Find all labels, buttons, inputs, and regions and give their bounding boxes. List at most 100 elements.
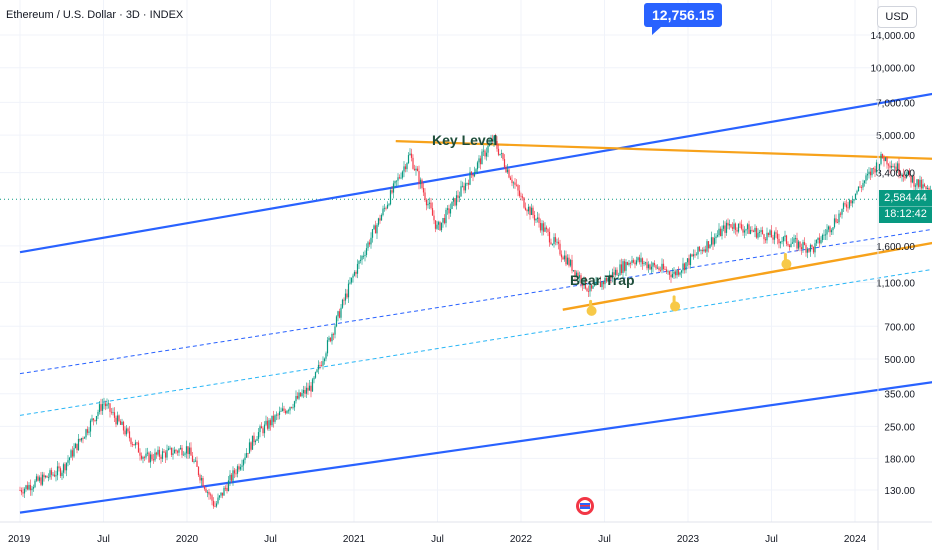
- candle-body: [754, 227, 756, 232]
- flag-icon[interactable]: [576, 497, 594, 515]
- candle-body: [506, 169, 509, 173]
- candle-body: [739, 223, 741, 225]
- candle-body: [562, 257, 564, 260]
- candle-body: [49, 470, 51, 478]
- candle-body: [107, 403, 110, 405]
- candle-body: [781, 241, 783, 243]
- candle-body: [622, 261, 624, 273]
- candle-body: [634, 262, 636, 265]
- candle-body: [869, 171, 872, 176]
- time-axis[interactable]: 2019Jul2020Jul2021Jul2022Jul2023Jul2024J…: [0, 521, 932, 545]
- candle-body: [724, 225, 726, 233]
- candle-body: [29, 484, 32, 491]
- candle-body: [782, 236, 785, 242]
- candle-body: [139, 452, 141, 456]
- candle-body: [844, 203, 846, 205]
- candle-body: [83, 437, 86, 439]
- candle-body: [620, 264, 623, 273]
- candle-body: [851, 200, 854, 204]
- y-tick-label: 250.00: [884, 422, 915, 433]
- candle-body: [556, 241, 558, 243]
- candle-body: [463, 185, 465, 191]
- candle-body: [454, 198, 456, 206]
- candle-body: [611, 272, 614, 279]
- candle-body: [200, 478, 203, 481]
- candle-body: [887, 164, 890, 166]
- candle-body: [896, 163, 899, 171]
- candle-body: [313, 377, 315, 380]
- candle-body: [161, 451, 164, 459]
- candle-body: [64, 464, 66, 471]
- candle-body: [308, 385, 311, 391]
- candle-body: [278, 411, 281, 416]
- lower-channel-line: [19, 381, 932, 514]
- candle-body: [494, 136, 497, 142]
- candle-body: [586, 288, 588, 291]
- candle-body: [563, 255, 566, 260]
- candle-body: [571, 259, 573, 271]
- candle-body: [722, 225, 725, 229]
- x-tick-label: Jul: [264, 534, 277, 545]
- candle-body: [857, 186, 860, 192]
- candle-body: [542, 223, 545, 232]
- candle-body: [769, 230, 771, 235]
- candle-body: [397, 177, 399, 181]
- candle-body: [878, 163, 881, 169]
- candle-body: [502, 153, 504, 160]
- candle-body: [488, 143, 491, 146]
- currency-button[interactable]: USD: [877, 6, 917, 28]
- candle-body: [446, 208, 449, 210]
- candle-body: [376, 224, 378, 234]
- candle-body: [560, 254, 563, 258]
- candle-body: [281, 408, 284, 411]
- candle-body: [551, 244, 554, 245]
- candle-body: [467, 183, 470, 185]
- candle-body: [626, 262, 629, 265]
- candle-body: [176, 451, 179, 453]
- chart-title: Ethereum / U.S. Dollar · 3D · INDEX: [6, 9, 184, 21]
- candle-body: [824, 234, 827, 236]
- candle-body: [757, 232, 759, 238]
- candle-body: [830, 230, 833, 233]
- upper-channel-line: [19, 92, 932, 254]
- candle-body: [188, 447, 191, 455]
- candle-body: [653, 263, 656, 266]
- candle-body: [664, 269, 666, 270]
- candle-body: [695, 254, 698, 256]
- candle-body: [758, 231, 761, 233]
- candle-body: [28, 484, 30, 490]
- candle-body: [875, 162, 878, 173]
- candle-body: [662, 263, 665, 270]
- candle-body: [919, 179, 921, 187]
- candle-body: [190, 447, 192, 456]
- candle-body: [385, 207, 387, 209]
- candle-body: [439, 222, 441, 231]
- candle-body: [706, 241, 708, 252]
- candle-body: [707, 241, 710, 249]
- candle-body: [665, 269, 668, 272]
- candle-body: [127, 428, 129, 432]
- candle-body: [400, 177, 402, 179]
- candle-body: [826, 229, 828, 235]
- candle-body: [913, 176, 915, 187]
- candle-body: [244, 457, 246, 460]
- candle-body: [388, 204, 390, 206]
- candle-body: [623, 261, 626, 271]
- candle-body: [137, 442, 140, 453]
- candle-body: [383, 207, 386, 209]
- price-axis[interactable]: 14,000.00 10,000.00 7,000.00 5,000.00 3,400.…: [871, 0, 916, 550]
- candle-body: [872, 168, 875, 169]
- target-price-callout: 12,756.15: [644, 3, 723, 35]
- candle-body: [745, 229, 747, 231]
- candle-body: [629, 262, 632, 264]
- candle-body: [329, 337, 332, 342]
- candle-body: [271, 415, 273, 426]
- candle-body: [56, 466, 59, 476]
- candle-body: [19, 490, 21, 491]
- candle-body: [193, 461, 195, 463]
- candle-body: [673, 271, 675, 274]
- candle-body: [452, 198, 455, 202]
- candle-body: [856, 191, 858, 194]
- candle-body: [314, 372, 317, 378]
